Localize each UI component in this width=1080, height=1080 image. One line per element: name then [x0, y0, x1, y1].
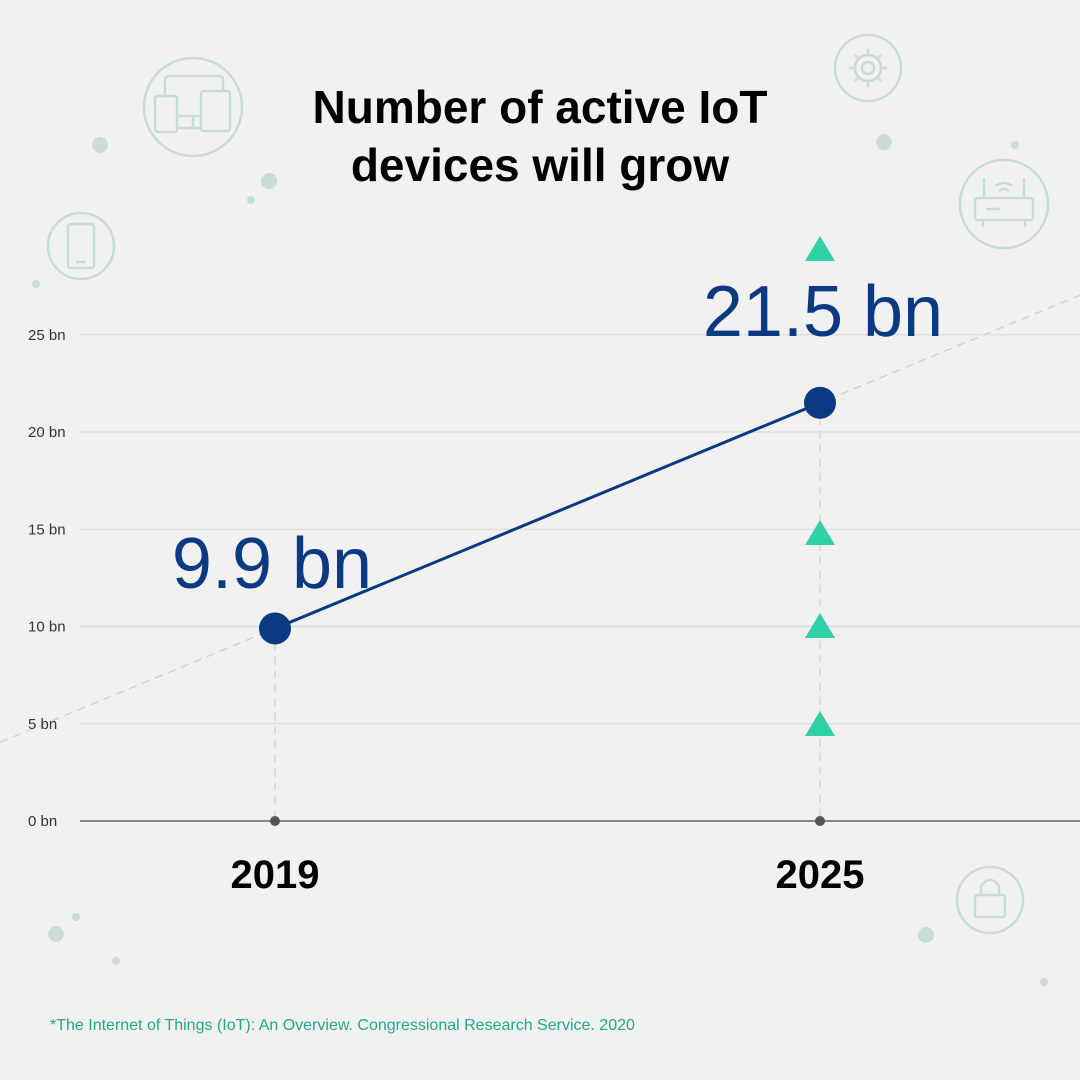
data-label: 21.5 bn — [703, 272, 943, 352]
decor-dot — [112, 957, 120, 965]
chart-title: Number of active IoT devices will grow — [200, 78, 880, 194]
decor-dot — [92, 137, 108, 153]
decor-dot — [48, 926, 64, 942]
decor-dots — [32, 134, 1048, 986]
data-label: 9.9 bn — [172, 524, 372, 604]
router-icon — [958, 158, 1050, 250]
title-line-2: devices will grow — [350, 139, 730, 191]
series-line — [274, 401, 821, 630]
x-tick-marker — [815, 816, 825, 826]
y-tick-label: 10 bn — [28, 619, 66, 636]
x-tick-marker — [270, 816, 280, 826]
y-tick-label: 0 bn — [28, 813, 57, 830]
growth-arrow-icon — [805, 613, 835, 638]
y-tick-label: 25 bn — [28, 327, 66, 344]
decor-dot — [247, 196, 255, 204]
y-tick-label: 20 bn — [28, 424, 66, 441]
decor-dot — [32, 280, 40, 288]
y-tick-label: 15 bn — [28, 521, 66, 538]
gear-icon — [833, 33, 903, 103]
growth-arrow-icon — [805, 236, 835, 261]
footnote: *The Internet of Things (IoT): An Overvi… — [50, 1017, 635, 1034]
data-point — [259, 612, 291, 645]
decor-dot — [261, 173, 277, 189]
decor-dot — [1040, 978, 1048, 986]
growth-arrow-icon — [805, 520, 835, 545]
title-line-1: Number of active IoT — [312, 81, 768, 133]
growth-arrow-icon — [805, 711, 835, 736]
x-tick-label: 2019 — [231, 853, 320, 897]
grid — [0, 294, 1080, 821]
decor-dot — [918, 927, 934, 943]
y-tick-label: 5 bn — [28, 716, 57, 733]
data-point — [804, 386, 836, 419]
growth-arrows — [805, 236, 835, 736]
decor-dot — [72, 913, 80, 921]
series — [259, 386, 836, 645]
labels: 9.9 bn 21.5 bn — [172, 272, 943, 604]
decor-dot — [876, 134, 892, 150]
lock-icon — [955, 865, 1025, 935]
devices-icon — [142, 56, 244, 158]
axes: 0 bn 5 bn 10 bn 15 bn 20 bn 25 bn 2019 2025 — [28, 327, 1080, 897]
decor-dot — [1011, 141, 1019, 149]
x-tick-label: 2025 — [776, 853, 865, 897]
phone-icon — [46, 211, 116, 281]
